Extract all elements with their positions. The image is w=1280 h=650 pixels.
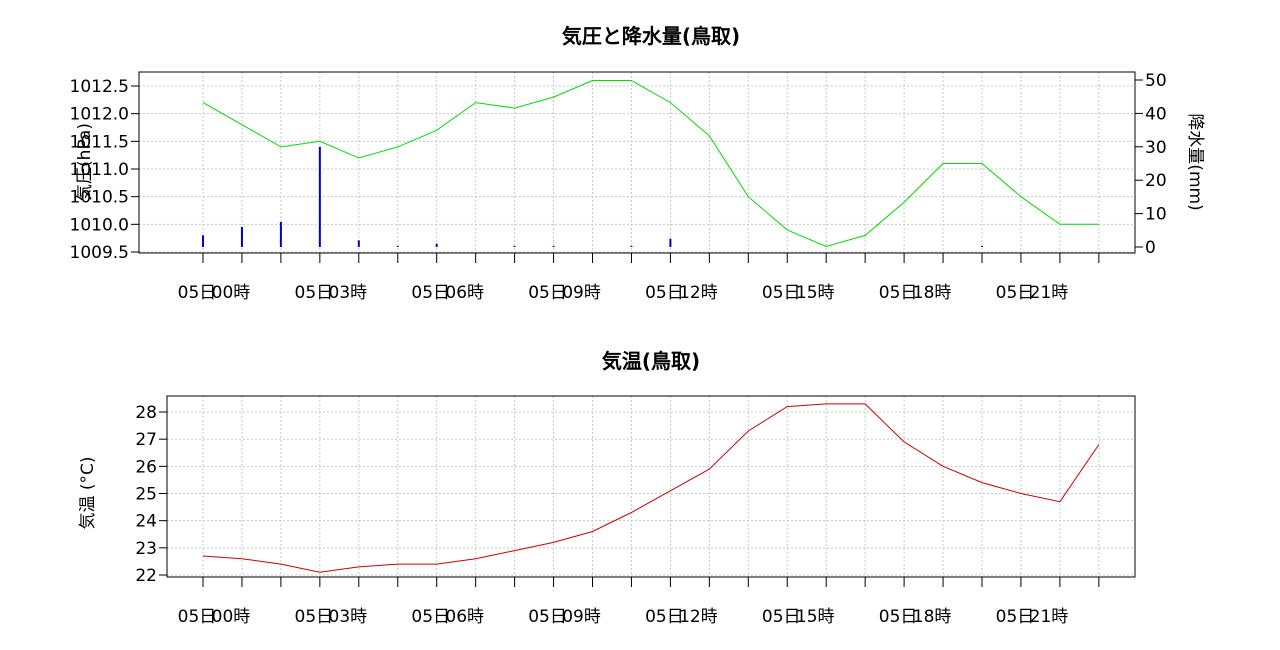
precip-bar xyxy=(630,245,633,247)
temperature-chart-title: 気温(鳥取) xyxy=(602,349,700,373)
pressure-y-tick-label: 1010.0 xyxy=(70,215,129,235)
temperature-x-tick-label-hour: 03時 xyxy=(329,607,368,627)
pressure-y-tick-label: 1012.0 xyxy=(70,105,129,125)
pressure-y-tick-label: 1010.5 xyxy=(70,188,129,208)
temperature-y-tick-label: 22 xyxy=(135,566,157,586)
temperature-x-tick-label-day: 05日 xyxy=(295,607,334,627)
temperature-x-tick-label-day: 05日 xyxy=(528,607,567,627)
pressure-y-tick-label: 1011.5 xyxy=(70,132,129,152)
pressure-x-tick-label-day: 05日 xyxy=(996,283,1035,303)
precip-bar xyxy=(202,235,204,247)
pressure-x-tick-label-hour: 03時 xyxy=(329,283,368,303)
precip-bar xyxy=(513,245,516,247)
temperature-chart-grid xyxy=(167,396,1135,577)
precip-y-tick-label: 50 xyxy=(1145,71,1167,91)
temperature-x-tick-label-hour: 18時 xyxy=(913,607,952,627)
temperature-x-tick-label-hour: 15時 xyxy=(796,607,835,627)
temperature-x-tick-label-hour: 06時 xyxy=(445,607,484,627)
temperature-x-tick-label-day: 05日 xyxy=(762,607,801,627)
precip-bar xyxy=(981,245,983,247)
temperature-x-tick-label-day: 05日 xyxy=(879,607,918,627)
temperature-y-tick-label: 27 xyxy=(135,430,157,450)
pressure-x-tick-label-hour: 21時 xyxy=(1030,283,1069,303)
temperature-x-tick-label-day: 05日 xyxy=(178,607,217,627)
precip-bar xyxy=(396,245,399,247)
pressure-y-tick-label: 1009.5 xyxy=(70,243,129,263)
precip-bars xyxy=(202,146,983,247)
precip-y-tick-label: 30 xyxy=(1145,138,1167,158)
precip-y-tick-label: 20 xyxy=(1145,171,1167,191)
pressure-x-tick-label-hour: 09時 xyxy=(562,283,601,303)
pressure-x-tick-label-day: 05日 xyxy=(295,283,334,303)
pressure-x-tick-label-day: 05日 xyxy=(879,283,918,303)
temperature-y-tick-label: 28 xyxy=(135,403,157,423)
precip-bar xyxy=(669,238,672,247)
temperature-x-tick-label-hour: 09時 xyxy=(562,607,601,627)
pressure-y-ticks: 1009.5 1010.0 1010.5 1011.0 1011.5 1012.0 1012… xyxy=(70,77,139,263)
precip-bar xyxy=(435,243,438,247)
pressure-plot-frame xyxy=(138,71,1136,254)
temperature-x-tick-label-hour: 12時 xyxy=(679,607,718,627)
precip-bar xyxy=(279,221,282,247)
pressure-chart-grid xyxy=(139,72,1135,253)
temperature-x-tick-label-day: 05日 xyxy=(645,607,684,627)
pressure-y-tick-label: 1012.5 xyxy=(70,77,129,97)
pressure-x-tick-label-day: 05日 xyxy=(178,283,217,303)
precip-y-axis-label: 降水量(mm) xyxy=(1185,113,1205,210)
precip-bar xyxy=(357,240,360,247)
precip-y-ticks: 0 10 20 30 40 50 xyxy=(1135,71,1167,258)
pressure-x-tick-label-day: 05日 xyxy=(411,283,450,303)
temperature-x-tick-label-hour: 21時 xyxy=(1030,607,1069,627)
pressure-x-tick-label-hour: 12時 xyxy=(679,283,718,303)
precip-y-tick-label: 10 xyxy=(1145,205,1167,225)
pressure-line xyxy=(202,80,1099,248)
temperature-y-tick-label: 25 xyxy=(135,485,157,505)
pressure-y-tick-label: 1011.0 xyxy=(70,160,129,180)
precip-bar xyxy=(552,245,555,247)
pressure-x-tick-label-day: 05日 xyxy=(528,283,567,303)
precip-y-tick-label: 0 xyxy=(1145,238,1156,258)
temperature-x-tick-label-day: 05日 xyxy=(996,607,1035,627)
pressure-x-tick-label-hour: 18時 xyxy=(913,283,952,303)
pressure-y-axis-label: 気圧(hPa) xyxy=(75,123,95,201)
pressure-x-tick-label-hour: 15時 xyxy=(796,283,835,303)
pressure-chart-title: 気圧と降水量(鳥取) xyxy=(562,24,740,48)
temperature-x-tick-label-day: 05日 xyxy=(411,607,450,627)
precip-y-tick-label: 40 xyxy=(1145,104,1167,124)
temperature-x-tick-label-hour: 00時 xyxy=(212,607,251,627)
temperature-y-tick-label: 23 xyxy=(135,539,157,559)
pressure-x-tick-label-day: 05日 xyxy=(645,283,684,303)
pressure-x-tick-label-day: 05日 xyxy=(762,283,801,303)
precip-bar xyxy=(318,146,321,247)
temperature-plot-frame xyxy=(166,395,1136,578)
temperature-line xyxy=(202,403,1100,573)
temperature-y-tick-label: 26 xyxy=(135,457,157,477)
temperature-y-ticks: 22 23 24 25 26 27 28 xyxy=(135,403,167,586)
temperature-y-tick-label: 24 xyxy=(135,512,157,532)
pressure-x-tick-label-hour: 06時 xyxy=(445,283,484,303)
temperature-y-axis-label: 気温 (°C) xyxy=(78,456,98,529)
precip-bar xyxy=(240,226,243,247)
pressure-x-tick-label-hour: 00時 xyxy=(212,283,251,303)
pressure-precip-chart: 気圧と降水量(鳥取) 1009.5 1010.0 1010.5 1011.0 1011.… xyxy=(70,24,1205,303)
